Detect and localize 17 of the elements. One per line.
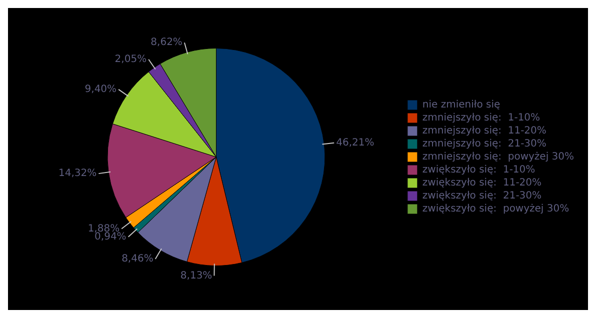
- legend-label: nie zmieniło się: [422, 100, 500, 111]
- legend-label: zmniejszyło się: 1-10%: [422, 112, 540, 124]
- data-label: 0,94%: [94, 231, 126, 242]
- legend-label: zmniejszyło się: powyżej 30%: [422, 152, 574, 163]
- data-label: 46,21%: [336, 137, 374, 148]
- data-label: 8,46%: [122, 254, 154, 265]
- legend-label: zwiększyło się: powyżej 30%: [422, 204, 570, 215]
- data-label: 2,05%: [114, 54, 147, 65]
- data-label: 9,40%: [84, 84, 117, 96]
- data-label: 14,32%: [58, 168, 97, 180]
- legend-label: zwiększyło się: 11-20%: [422, 178, 542, 189]
- legend-label: zmniejszyło się: 11-20%: [422, 126, 546, 137]
- data-label: 8,13%: [180, 270, 212, 282]
- data-label: 8,62%: [150, 37, 182, 48]
- legend-label: zmniejszyło się: 21-30%: [422, 138, 546, 150]
- legend-label: zwiększyło się: 21-30%: [422, 190, 542, 202]
- legend-label: zwiększyło się: 1-10%: [422, 164, 536, 176]
